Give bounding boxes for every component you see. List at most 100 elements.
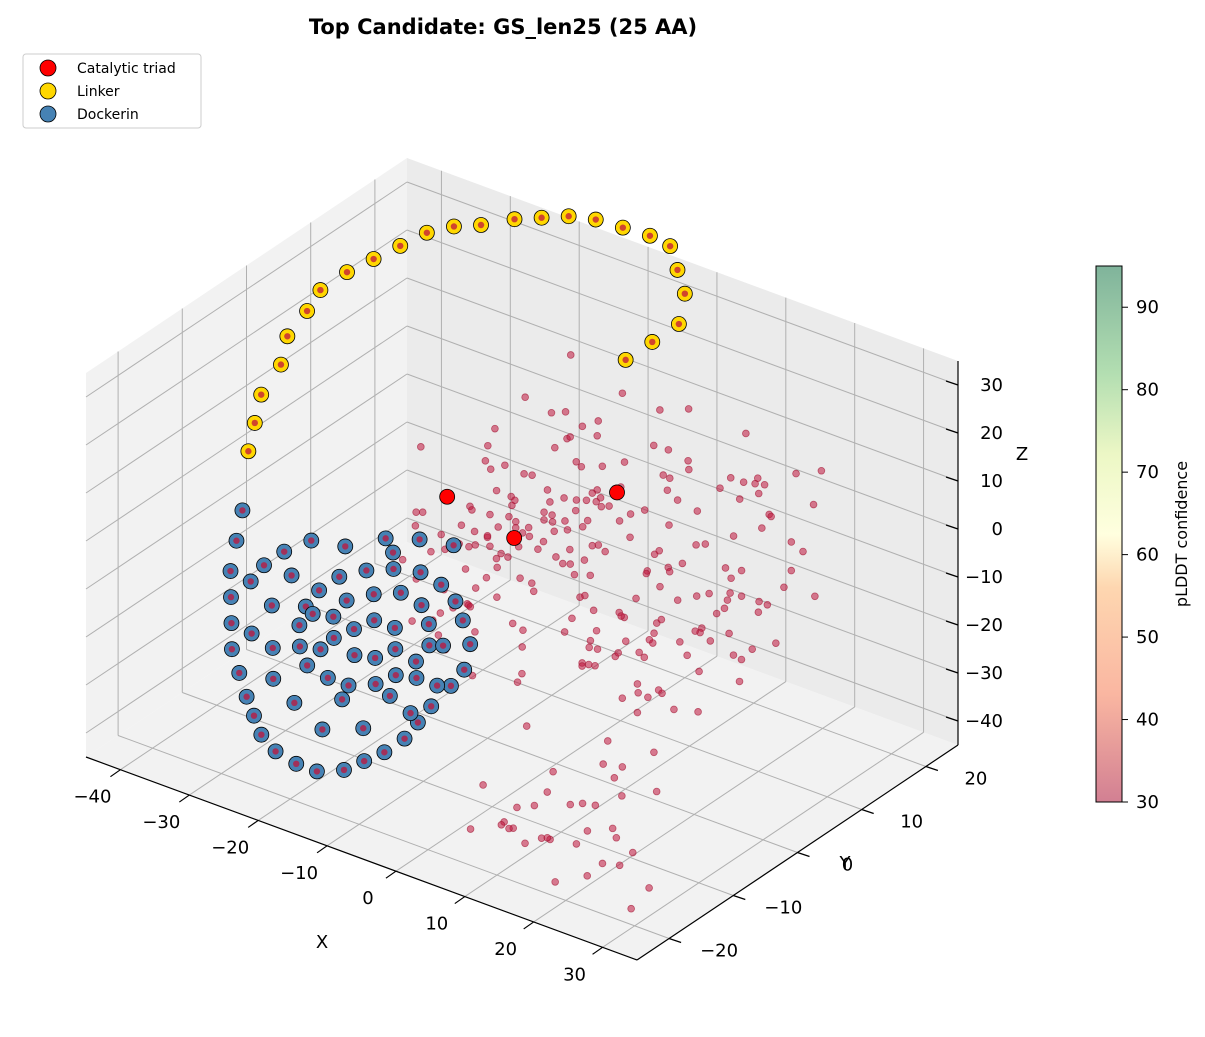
dockerin-point-core (427, 703, 435, 710)
residue-point (524, 523, 533, 532)
x-tick-mark (247, 819, 259, 828)
residue-point (676, 638, 684, 646)
residue-point (585, 643, 594, 652)
colorbar-tick-label: 80 (1136, 380, 1159, 401)
legend-label-linker: Linker (77, 84, 120, 100)
dockerin-point-core (248, 630, 255, 637)
grid-y-floor (117, 735, 670, 939)
dockerin-point-core (438, 581, 445, 588)
residue-point (598, 462, 607, 471)
residue-point (594, 417, 603, 425)
z-tick-label: 10 (980, 471, 1003, 492)
residue-point (632, 594, 640, 603)
x-tick-label: −10 (280, 863, 318, 884)
residue-point (665, 521, 673, 529)
dockerin-point-core (439, 642, 447, 649)
residue-point (560, 628, 569, 636)
dockerin-point-core (258, 731, 265, 738)
dockerin-point-core (268, 602, 276, 609)
residue-point (505, 512, 513, 521)
grid-z-left (85, 277, 408, 494)
dockerin-point-core (412, 658, 420, 665)
residue-point (486, 510, 494, 519)
dockerin-point-core (371, 617, 378, 624)
dockerin-point-core (416, 536, 423, 543)
residue-point (626, 510, 635, 518)
residue-point (628, 848, 637, 857)
catalytic-triad-point (439, 488, 456, 505)
residue-point (471, 628, 479, 636)
residue-point (529, 587, 538, 596)
y-tick-label: 10 (900, 812, 923, 833)
residue-point (518, 643, 527, 651)
dockerin-point-core (447, 682, 455, 690)
dockerin-point-core (390, 565, 397, 573)
z-tick-mark (945, 476, 959, 482)
residue-point (566, 433, 574, 441)
x-tick-mark (316, 845, 328, 854)
residue-point (466, 825, 475, 833)
z-tick-label: −40 (965, 711, 1003, 732)
residue-point (673, 496, 682, 504)
residue-point (763, 601, 772, 609)
residue-point (692, 592, 701, 600)
y-tick-mark (925, 765, 939, 772)
x-axis-label: X (316, 932, 328, 953)
x-tick-mark (454, 896, 466, 905)
residue-point (693, 507, 702, 515)
dockerin-point-core (450, 542, 457, 549)
residue-point (642, 569, 651, 578)
residue-point (767, 512, 775, 521)
linker-point-core (277, 361, 285, 368)
residue-point (546, 498, 554, 506)
residue-point (586, 636, 595, 645)
residue-point (513, 678, 522, 686)
dockerin-point-core (370, 591, 377, 598)
residue-point (504, 553, 512, 561)
dockerin-point-core (233, 537, 240, 544)
grid-z-left (85, 517, 408, 734)
dockerin-point-core (250, 712, 258, 719)
residue-point (592, 626, 601, 635)
residue-point (620, 458, 629, 466)
residue-point (618, 694, 627, 702)
residue-point (521, 839, 529, 848)
linker-point-core (245, 448, 252, 455)
legend-marker-catalytic-triad (39, 59, 57, 77)
residue-point (572, 840, 581, 848)
residue-point (550, 527, 559, 536)
z-tick-label: −10 (965, 567, 1003, 588)
residue-point (457, 521, 466, 530)
residue-point (656, 406, 664, 414)
residue-point (465, 542, 473, 551)
residue-point (398, 555, 407, 564)
residue-point (436, 609, 445, 617)
residue-point (408, 617, 416, 625)
grid-z-left (85, 181, 408, 398)
residue-point (608, 824, 617, 833)
residue-point (787, 538, 796, 546)
residue-point (811, 592, 819, 601)
y-tick-label: 20 (964, 769, 987, 790)
residue-point (534, 545, 542, 554)
residue-point (468, 506, 476, 514)
residue-point (525, 532, 534, 541)
residue-point (684, 405, 693, 413)
residue-point (576, 593, 584, 601)
residue-point (691, 627, 700, 635)
residue-point (640, 506, 649, 514)
linker-point-core (343, 268, 351, 276)
residue-point (799, 547, 807, 556)
z-tick-label: 30 (980, 375, 1003, 396)
residue-point (650, 748, 658, 757)
residue-point (578, 522, 587, 531)
linker-point-core (397, 242, 404, 250)
linker-point-core (649, 338, 656, 346)
linker-point-core (674, 266, 681, 274)
z-tick-label: 0 (992, 519, 1003, 540)
residue-point (543, 788, 552, 796)
residue-point (543, 833, 552, 842)
residue-point (735, 677, 744, 686)
residue-point (621, 637, 630, 645)
residue-point (561, 517, 569, 525)
